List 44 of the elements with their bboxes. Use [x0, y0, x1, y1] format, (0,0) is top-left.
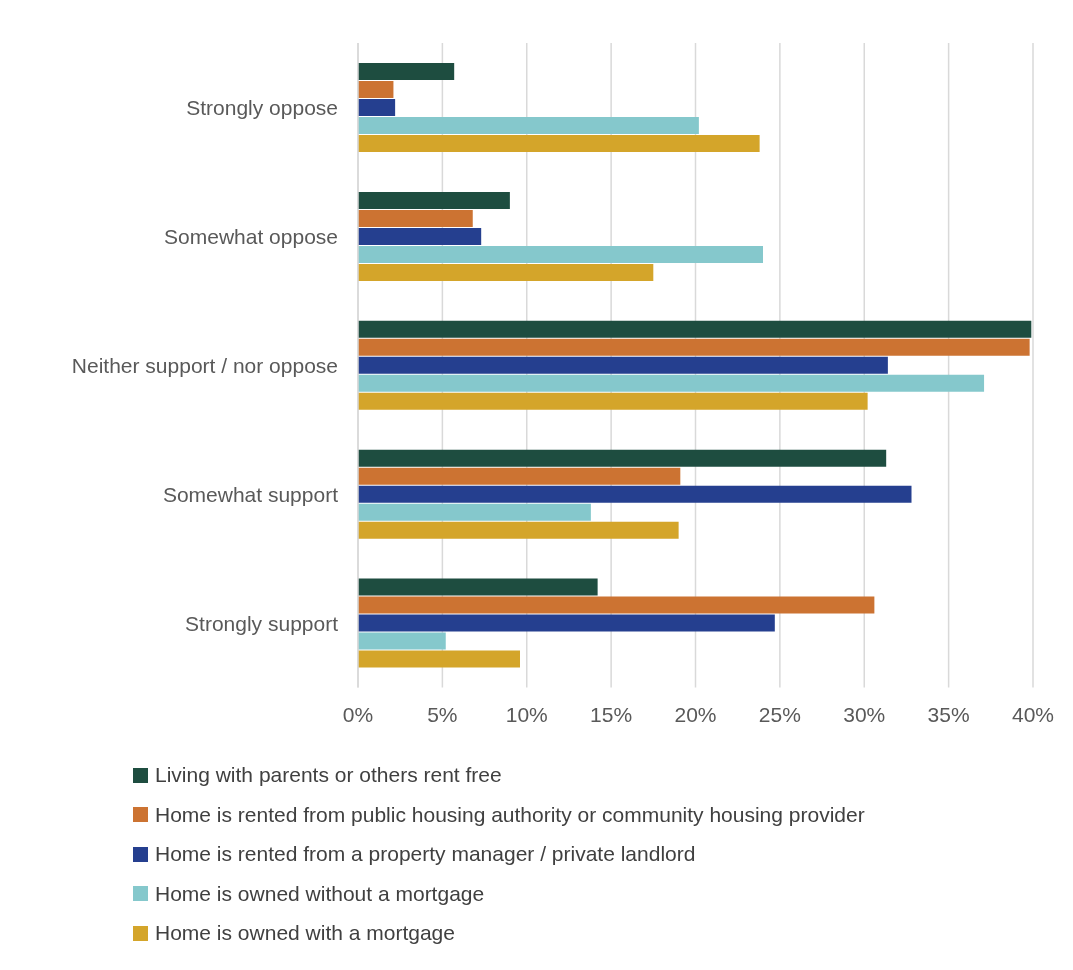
bar [358, 263, 654, 281]
y-tick-label: Strongly support [185, 611, 339, 635]
bar [358, 117, 699, 134]
legend-label: Living with parents or others rent free [155, 763, 502, 788]
y-tick-label: Somewhat oppose [164, 224, 338, 248]
bar [358, 338, 1030, 356]
legend-label: Home is owned with a mortgage [155, 921, 455, 946]
bar [358, 227, 482, 245]
bar [358, 135, 760, 152]
bar [358, 99, 396, 116]
x-tick-label: 25% [758, 703, 801, 727]
x-tick-label: 40% [1011, 703, 1055, 727]
y-tick-label: Neither support / nor oppose [71, 353, 338, 377]
bar [358, 245, 763, 263]
bar [358, 63, 455, 80]
bar [358, 320, 1032, 338]
bar [358, 81, 394, 98]
legend-label: Home is rented from a property manager / private landlord [155, 842, 696, 867]
bar [358, 503, 591, 521]
bar [358, 632, 446, 650]
bar [358, 374, 985, 392]
x-tick-label: 5% [427, 703, 458, 727]
legend-label: Home is rented from public housing authority or community housing provider [155, 802, 865, 827]
bar [358, 209, 473, 227]
x-tick-label: 15% [590, 703, 633, 727]
bar [358, 392, 868, 410]
bar [358, 449, 887, 467]
bar [358, 650, 520, 668]
bar [358, 191, 510, 209]
bar [358, 614, 775, 632]
x-tick-label: 35% [927, 703, 970, 727]
x-tick-label: 30% [843, 703, 886, 727]
bar [358, 596, 875, 614]
legend-label: Home is owned without a mortgage [155, 881, 485, 906]
y-tick-label: Strongly oppose [186, 95, 338, 119]
x-tick-label: 0% [342, 703, 374, 727]
y-tick-label: Somewhat support [162, 482, 339, 506]
bar [358, 485, 912, 503]
x-tick-label: 20% [674, 703, 717, 727]
bar [358, 356, 888, 374]
x-tick-label: 10% [505, 703, 548, 727]
bar [358, 578, 598, 596]
bar [358, 467, 681, 485]
bar [358, 521, 679, 539]
